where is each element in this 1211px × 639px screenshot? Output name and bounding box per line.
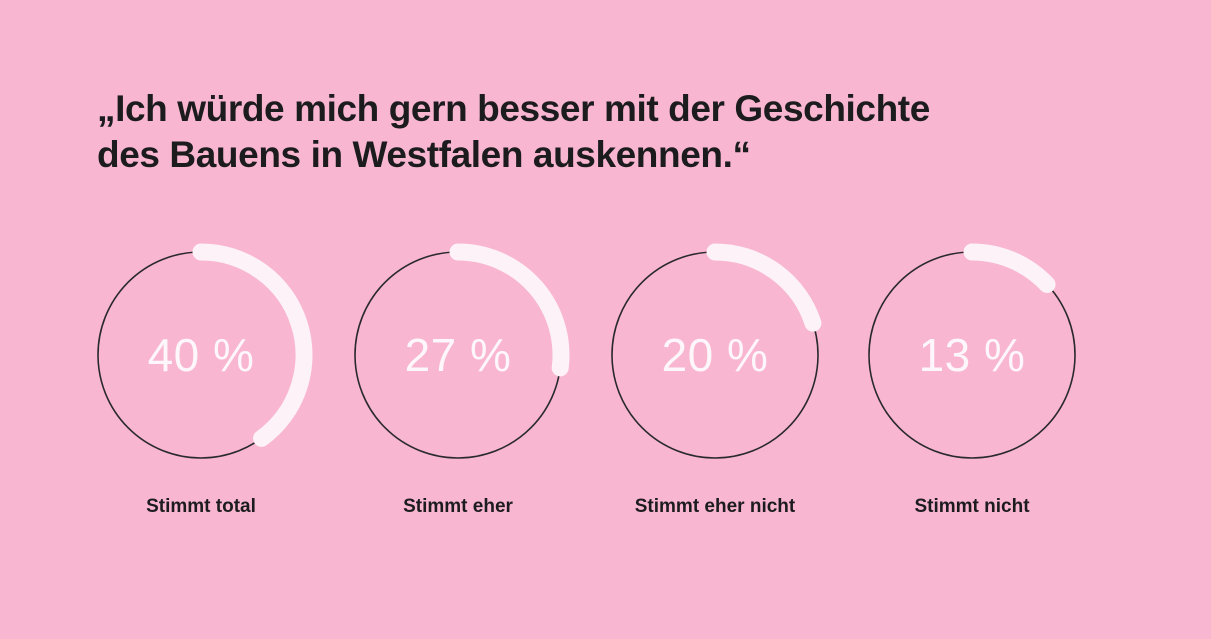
chart-title-line2: des Bauens in Westfalen auskennen.“ bbox=[97, 134, 751, 175]
donut-stimmt-total: 40 % Stimmt total bbox=[88, 242, 314, 518]
donut-value: 27 % bbox=[404, 329, 512, 381]
donut-progress-arc bbox=[706, 243, 822, 332]
donut-stimmt-eher-nicht: 20 % Stimmt eher nicht bbox=[602, 242, 828, 518]
donut-progress-arc bbox=[192, 243, 313, 447]
donut-label: Stimmt total bbox=[146, 496, 256, 517]
donut-row: 40 % Stimmt total 27 % Stimmt eher 20 % bbox=[88, 242, 1211, 518]
chart-title: „Ich würde mich gern besser mit der Gesc… bbox=[97, 86, 1211, 178]
donut-progress-arc bbox=[449, 243, 570, 377]
donut-ring bbox=[97, 243, 313, 459]
donut-ring-wrap: 27 % bbox=[345, 242, 571, 468]
donut-stimmt-eher: 27 % Stimmt eher bbox=[345, 242, 571, 518]
donut-ring bbox=[354, 243, 570, 459]
donut-stimmt-nicht: 13 % Stimmt nicht bbox=[859, 242, 1085, 518]
donut-ring bbox=[611, 243, 822, 459]
donut-ring-wrap: 13 % bbox=[859, 242, 1085, 468]
donut-label: Stimmt eher bbox=[403, 496, 513, 517]
donut-value: 13 % bbox=[918, 329, 1026, 381]
donut-ring bbox=[868, 243, 1076, 459]
donut-ring-wrap: 40 % bbox=[88, 242, 314, 468]
donut-label: Stimmt eher nicht bbox=[634, 496, 796, 517]
chart-title-line1: „Ich würde mich gern besser mit der Gesc… bbox=[97, 88, 930, 129]
donut-ring-wrap: 20 % bbox=[602, 242, 828, 468]
donut-value: 40 % bbox=[147, 329, 255, 381]
donut-progress-arc bbox=[963, 243, 1056, 293]
donut-value: 20 % bbox=[661, 329, 769, 381]
donut-label: Stimmt nicht bbox=[914, 496, 1030, 517]
